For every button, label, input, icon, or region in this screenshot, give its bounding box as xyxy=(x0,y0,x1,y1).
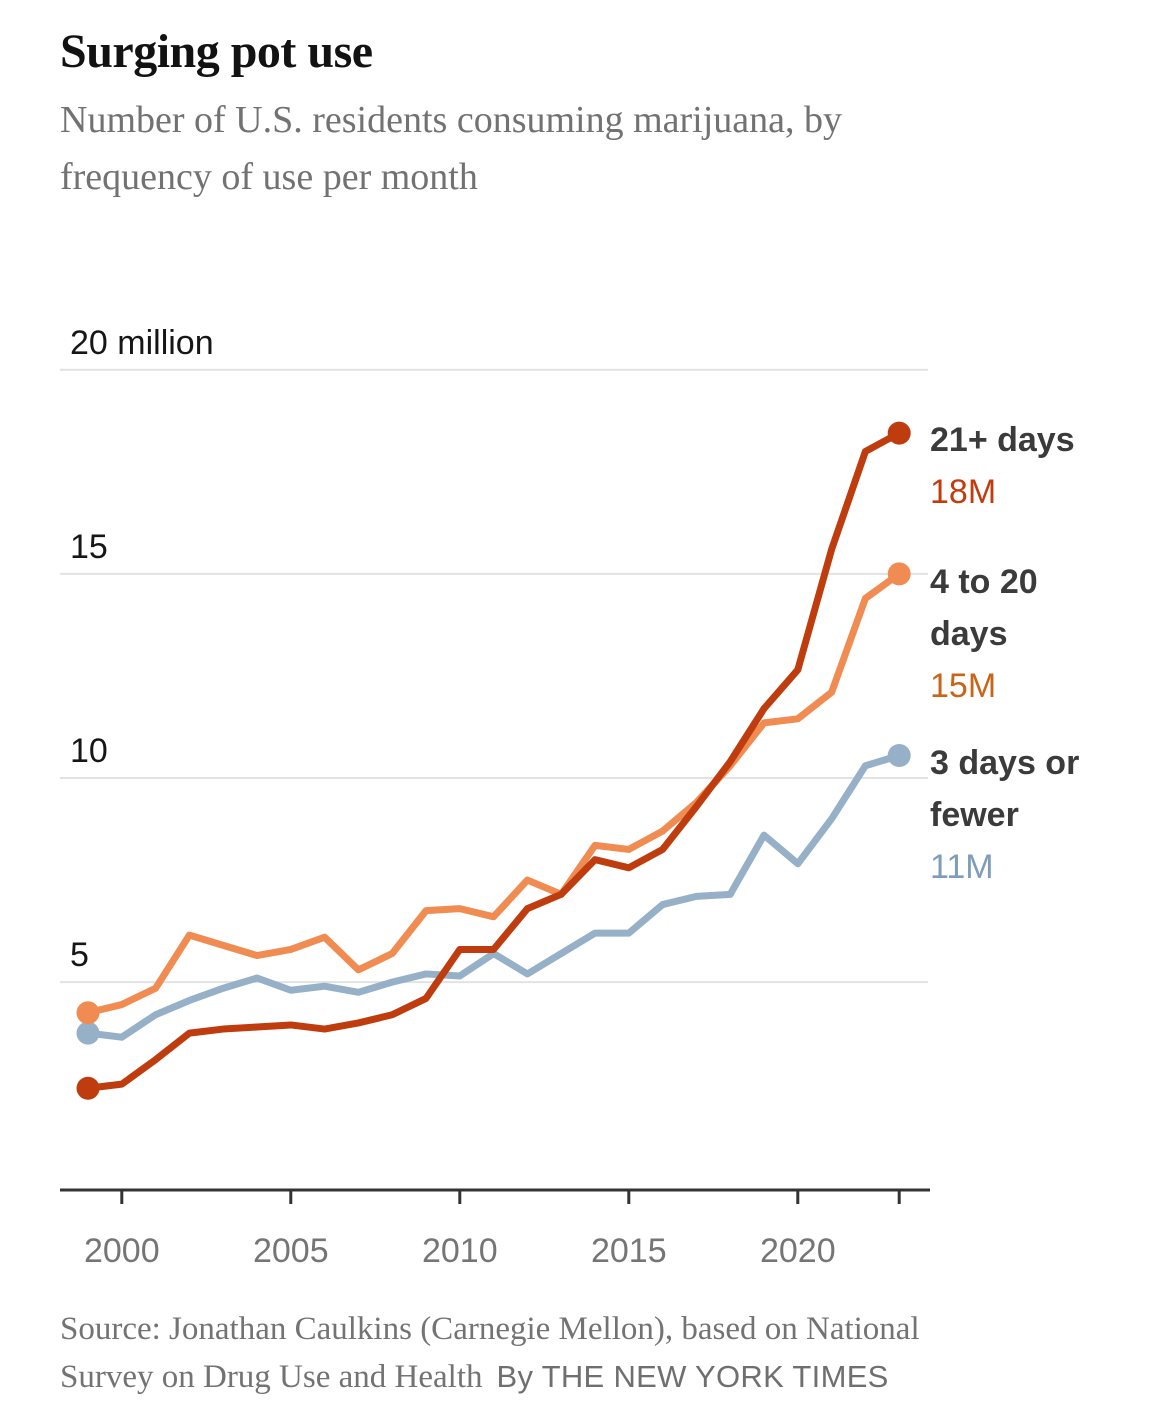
chart-subtitle-line1: Number of U.S. residents consuming marij… xyxy=(60,99,843,141)
source-line2: Survey on Drug Use and Health xyxy=(60,1359,483,1395)
y-axis-label-10m: 10 xyxy=(70,732,108,770)
end-dot-3-days-or-fewer xyxy=(887,744,911,768)
series-line-3-days-or-fewer xyxy=(87,752,901,1041)
x-axis-label-2005: 2005 xyxy=(253,1232,329,1270)
legend-4-to-20-days: 4 to 20 days 15M xyxy=(930,556,1130,712)
start-dot-3-days-or-fewer xyxy=(76,1021,100,1045)
legend-label-3-days-or-fewer: 3 days or fewer xyxy=(930,744,1080,834)
x-axis-label-2020: 2020 xyxy=(760,1232,836,1270)
legend-value-3-days-or-fewer: 11M xyxy=(930,848,994,886)
x-axis-label-2015: 2015 xyxy=(591,1232,667,1270)
chart-title: Surging pot use xyxy=(60,25,373,78)
y-axis-label-15m: 15 xyxy=(70,528,108,566)
end-dot-4-to-20-days xyxy=(887,562,911,586)
legend-label-21-days: 21+ days xyxy=(930,421,1075,459)
x-axis-label-2010: 2010 xyxy=(422,1232,498,1270)
y-axis-label-20m: 20 million xyxy=(70,324,214,362)
chart-subtitle-line2: frequency of use per month xyxy=(60,156,478,198)
start-dot-4-to-20-days xyxy=(76,1001,100,1025)
start-dot-21-days xyxy=(76,1076,100,1100)
x-axis-label-2000: 2000 xyxy=(84,1232,160,1270)
legend-21-days: 21+ days 18M xyxy=(930,414,1130,518)
byline: By THE NEW YORK TIMES xyxy=(496,1359,889,1394)
series-line-21-days xyxy=(87,429,901,1092)
y-axis-label-5m: 5 xyxy=(70,936,89,974)
series-line-4-to-20-days xyxy=(87,571,902,1017)
legend-value-21-days: 18M xyxy=(930,473,997,511)
legend-value-4-to-20-days: 15M xyxy=(930,667,997,705)
source-line1: Source: Jonathan Caulkins (Carnegie Mell… xyxy=(60,1311,920,1347)
legend-label-4-to-20-days: 4 to 20 days xyxy=(930,563,1038,653)
chart-subtitle: Number of U.S. residents consuming marij… xyxy=(60,92,1120,206)
end-dot-21-days xyxy=(887,421,911,445)
source-note: Source: Jonathan Caulkins (Carnegie Mell… xyxy=(60,1306,1140,1401)
legend-3-days-or-fewer: 3 days or fewer 11M xyxy=(930,737,1130,893)
